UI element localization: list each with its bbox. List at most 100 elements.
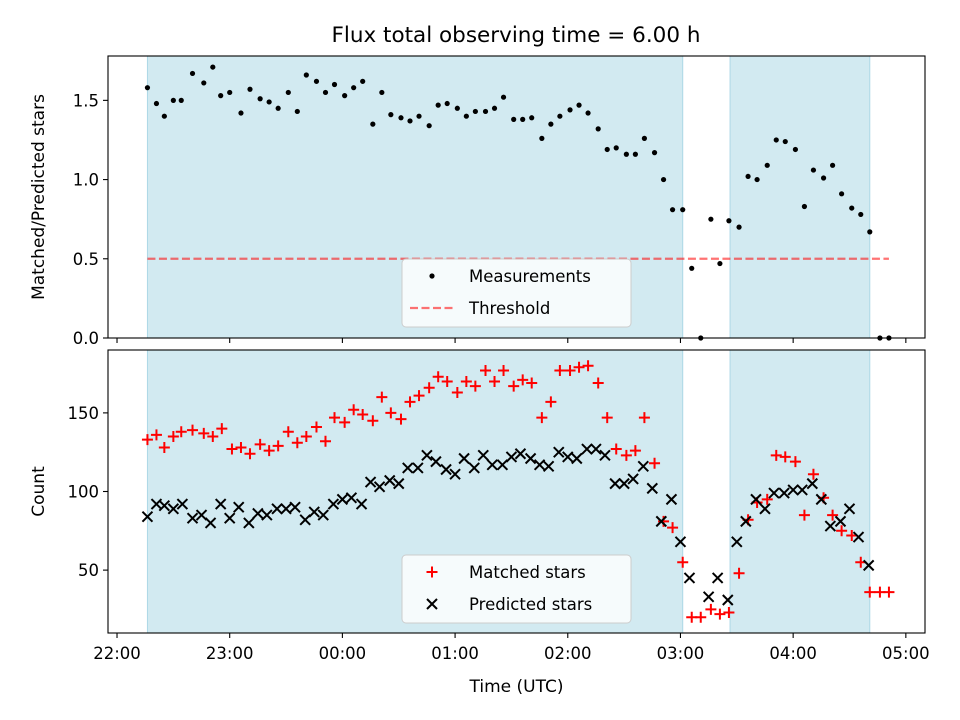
matched-star-point [798,509,810,521]
predicted-star-point [486,459,498,471]
legend-box [401,258,632,328]
predicted-star-point [646,482,658,495]
matched-star-point [807,468,819,480]
bottom-panel: 50 100 150 22:00 23:00 00:00 01:00 02:00 03:00 04… [29,349,930,697]
matched-star-point [827,509,839,521]
predicted-star-point [862,559,875,572]
measurement-point [595,126,601,132]
matched-star-point [554,364,566,376]
legend-matched-swatch [426,566,438,578]
measurement-point [567,107,573,113]
measurement-point [201,80,207,86]
matched-star-point [451,386,463,398]
measurement-point [764,162,770,168]
matched-star-point [282,426,294,438]
matched-star-point [638,412,650,424]
x-tick-label: 22:00 [93,644,141,663]
matched-star-point [864,586,876,598]
predicted-star-point [496,459,509,471]
matched-star-point [432,371,444,383]
matched-star-point [291,437,303,449]
matched-star-point [526,377,538,389]
predicted-star-point [514,448,527,460]
matched-star-point [272,440,284,452]
predicted-star-point [141,510,154,523]
measurement-point [623,151,629,157]
predicted-star-point [562,451,574,463]
legend: Matched stars Predicted stars [401,554,632,624]
predicted-star-point [430,455,442,468]
y-tick-label: 1.5 [73,91,99,110]
measurement-point [613,145,619,151]
matched-star-point [150,429,162,441]
predicted-star-point [702,591,715,603]
predicted-star-point [627,473,639,485]
measurement-point [782,138,788,145]
predicted-star-point [778,487,790,499]
predicted-star-point [815,493,828,506]
predicted-star-point [824,520,837,532]
y-axis-label: Matched/Predicted stars [29,94,49,300]
predicted-star-point [299,514,311,526]
predicted-star-point [524,452,537,465]
predicted-star-point [683,572,696,584]
measurement-point [170,97,176,103]
predicted-star-point [674,536,687,548]
measurement-point [482,108,489,115]
matched-star-point [649,457,661,469]
measurement-point [257,96,263,102]
measurement-point [660,176,667,183]
predicted-star-point [384,474,396,487]
predicted-star-point [449,468,461,480]
measurement-point [153,100,160,107]
measurement-point [144,85,151,91]
matched-star-point [770,449,782,461]
predicted-star-point [722,594,734,606]
matched-star-point [300,430,312,442]
measurement-point [454,105,460,111]
measurement-point [491,105,498,111]
measurement-point [303,72,309,78]
matched-star-point [733,567,745,579]
matched-star-point [592,377,604,389]
x-tick-label: 00:00 [319,644,367,663]
predicted-star-point [412,462,424,474]
matched-star-point [508,380,520,392]
x-tick-label: 03:00 [657,644,705,663]
measurement-point [416,113,422,119]
predicted-star-point [553,446,565,458]
measurement-point [829,162,836,168]
matched-star-point [310,421,322,433]
predicted-star-point [261,509,273,521]
measurement-point [858,211,864,218]
matched-star-point [779,451,791,463]
matched-star-point [536,412,548,424]
measurement-point [189,70,196,77]
predicted-star-point [533,459,546,471]
legend-measurement-swatch [429,273,435,279]
measurement-point [247,86,253,92]
predicted-star-point [402,462,414,474]
y-tick-label: 50 [78,561,99,580]
matched-star-point [667,522,679,534]
predicted-star-point [843,503,856,515]
x-tick-label: 02:00 [544,644,592,663]
legend-label: Threshold [468,299,550,318]
x-tick-label: 04:00 [769,644,817,663]
predicted-star-point [186,512,199,524]
predicted-star-point [637,460,649,473]
predicted-star-point [233,501,245,513]
predicted-star-point [289,501,301,513]
predicted-star-point [618,477,630,490]
legend-box [401,554,632,624]
matched-star-point [198,427,210,439]
measurement-point [680,207,686,213]
y-tick-label: 0.0 [73,329,99,348]
predicted-star-point [345,492,358,504]
measurement-point [285,89,291,96]
matched-star-point [244,448,256,460]
measurement-point [548,121,554,127]
matched-star-point [158,441,170,453]
matched-star-point [187,424,199,436]
matched-star-point [348,404,360,416]
